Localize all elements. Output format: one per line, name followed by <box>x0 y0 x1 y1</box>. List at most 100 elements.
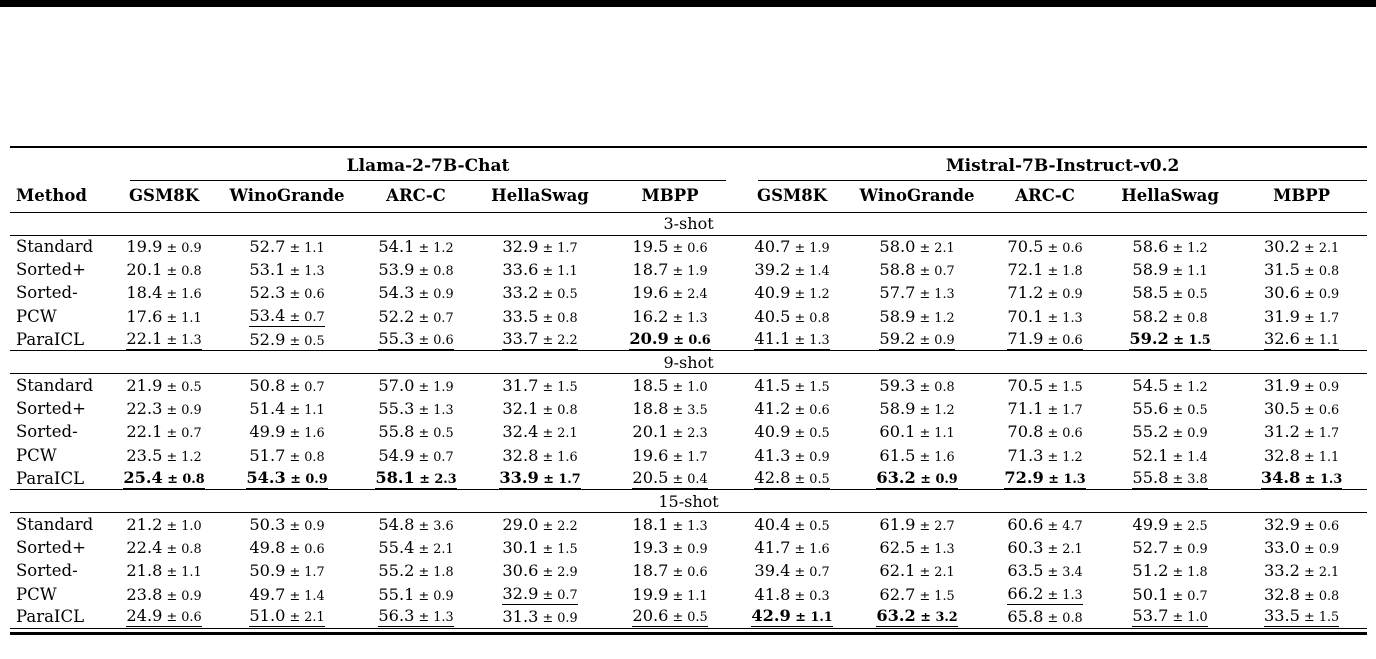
metric-value: 54.8 ± 3.6 <box>378 515 454 535</box>
metric-cell: 31.7 ± 1.5 <box>476 374 604 397</box>
metric-cell: 18.7 ± 0.6 <box>604 559 736 582</box>
metric-value: 55.1 ± 0.9 <box>378 584 454 604</box>
metric-value: 60.6 ± 4.7 <box>1007 515 1083 535</box>
method-cell: PCW <box>16 306 57 326</box>
metric-cell: 54.3 ± 0.9 <box>356 281 476 304</box>
metric-cell: 23.8 ± 0.9 <box>110 582 218 605</box>
metric-cell: 22.1 ± 1.3 <box>110 328 218 351</box>
method-cell: ParaICL <box>16 468 85 488</box>
metric-value: 32.8 ± 1.1 <box>1263 445 1340 465</box>
metric-value: 53.1 ± 1.3 <box>249 260 325 280</box>
page-top-rule <box>0 0 1376 7</box>
column-header-row: Method GSM8K WinoGrande ARC-C HellaSwag … <box>10 181 1367 212</box>
metric-cell: 50.1 ± 0.7 <box>1104 582 1236 605</box>
method-cell: Sorted- <box>16 422 78 442</box>
metric-cell: 32.9 ± 0.7 <box>476 582 604 605</box>
metric-cell: 41.7 ± 1.6 <box>736 536 848 559</box>
metric-value: 66.2 ± 1.3 <box>1007 585 1083 605</box>
metric-value: 70.1 ± 1.3 <box>1007 306 1083 326</box>
metric-value: 54.3 ± 0.9 <box>246 469 328 489</box>
metric-value: 55.3 ± 0.6 <box>378 330 454 350</box>
metric-cell: 32.8 ± 1.6 <box>476 444 604 467</box>
metric-cell: 71.2 ± 0.9 <box>986 281 1104 304</box>
metric-value: 39.4 ± 0.7 <box>754 561 830 581</box>
metric-value: 57.7 ± 1.3 <box>879 283 955 303</box>
metric-cell: 58.8 ± 0.7 <box>848 258 986 281</box>
metric-value: 41.7 ± 1.6 <box>754 538 830 558</box>
metric-cell: 33.9 ± 1.7 <box>476 467 604 490</box>
metric-value: 55.2 ± 1.8 <box>378 561 454 581</box>
metric-value: 41.3 ± 0.9 <box>754 445 830 465</box>
metric-cell: 41.2 ± 0.6 <box>736 397 848 420</box>
metric-cell: 31.9 ± 1.7 <box>1236 305 1367 328</box>
method-cell: PCW <box>16 445 57 465</box>
metric-value: 71.3 ± 1.2 <box>1007 445 1083 465</box>
table-bottom-rule <box>10 632 1367 635</box>
metric-cell: 18.5 ± 1.0 <box>604 374 736 397</box>
metric-value: 58.1 ± 2.3 <box>375 469 457 489</box>
metric-value: 50.8 ± 0.7 <box>249 376 325 396</box>
metric-cell: 63.2 ± 3.2 <box>848 606 986 629</box>
metric-cell: 55.2 ± 0.9 <box>1104 420 1236 443</box>
metric-cell: 54.5 ± 1.2 <box>1104 374 1236 397</box>
metric-value: 40.9 ± 1.2 <box>754 283 830 303</box>
metric-value: 42.9 ± 1.1 <box>751 608 833 628</box>
metric-cell: 33.6 ± 1.1 <box>476 258 604 281</box>
metric-value: 72.1 ± 1.8 <box>1007 260 1083 280</box>
metric-value: 51.2 ± 1.8 <box>1132 561 1208 581</box>
metric-value: 32.8 ± 1.6 <box>502 445 578 465</box>
metric-value: 55.6 ± 0.5 <box>1132 399 1208 419</box>
metric-value: 54.3 ± 0.9 <box>378 283 454 303</box>
metric-value: 33.5 ± 1.5 <box>1263 608 1340 628</box>
metric-value: 72.9 ± 1.3 <box>1004 469 1086 489</box>
metric-value: 58.6 ± 1.2 <box>1132 237 1208 257</box>
table-row: ParaICL 22.1 ± 1.3 52.9 ± 0.5 55.3 ± 0.6 33.… <box>10 328 1367 351</box>
metric-value: 32.4 ± 2.1 <box>502 422 578 442</box>
column-header-mistral-hellaswag: HellaSwag <box>1121 186 1219 206</box>
metric-cell: 20.9 ± 0.6 <box>604 328 736 351</box>
column-header-llama-winogrande: WinoGrande <box>229 186 345 206</box>
metric-value: 59.3 ± 0.8 <box>879 376 955 396</box>
metric-cell: 60.3 ± 2.1 <box>986 536 1104 559</box>
results-table: Llama-2-7B-Chat Mistral-7B-Instruct-v0.2… <box>10 146 1368 630</box>
group-header-spacer <box>10 147 110 181</box>
metric-cell: 42.8 ± 0.5 <box>736 467 848 490</box>
metric-value: 70.5 ± 1.5 <box>1007 376 1083 396</box>
metric-cell: 54.9 ± 0.7 <box>356 444 476 467</box>
metric-cell: 19.9 ± 0.9 <box>110 235 218 258</box>
metric-value: 62.1 ± 2.1 <box>879 561 955 581</box>
metric-cell: 30.1 ± 1.5 <box>476 536 604 559</box>
metric-value: 20.6 ± 0.5 <box>632 608 708 628</box>
method-cell: Sorted+ <box>16 260 86 280</box>
metric-cell: 56.3 ± 1.3 <box>356 606 476 629</box>
metric-value: 41.1 ± 1.3 <box>754 330 830 350</box>
column-header-llama-hellaswag: HellaSwag <box>491 186 589 206</box>
metric-value: 55.2 ± 0.9 <box>1132 422 1208 442</box>
metric-value: 32.1 ± 0.8 <box>502 399 578 419</box>
metric-value: 33.6 ± 1.1 <box>502 260 578 280</box>
metric-cell: 22.1 ± 0.7 <box>110 420 218 443</box>
metric-cell: 70.8 ± 0.6 <box>986 420 1104 443</box>
metric-value: 16.2 ± 1.3 <box>632 306 708 326</box>
metric-value: 51.0 ± 2.1 <box>249 608 325 628</box>
group-header-mistral: Mistral-7B-Instruct-v0.2 <box>736 147 1368 181</box>
metric-cell: 58.5 ± 0.5 <box>1104 281 1236 304</box>
metric-cell: 33.7 ± 2.2 <box>476 328 604 351</box>
metric-cell: 33.5 ± 1.5 <box>1236 606 1367 629</box>
metric-value: 58.9 ± 1.2 <box>879 399 955 419</box>
metric-cell: 21.2 ± 1.0 <box>110 513 218 536</box>
metric-value: 22.4 ± 0.8 <box>126 538 202 558</box>
metric-cell: 33.0 ± 0.9 <box>1236 536 1367 559</box>
metric-cell: 53.9 ± 0.8 <box>356 258 476 281</box>
metric-cell: 42.9 ± 1.1 <box>736 606 848 629</box>
metric-cell: 30.2 ± 2.1 <box>1236 235 1367 258</box>
metric-cell: 52.2 ± 0.7 <box>356 305 476 328</box>
metric-cell: 19.9 ± 1.1 <box>604 582 736 605</box>
metric-cell: 65.8 ± 0.8 <box>986 606 1104 629</box>
metric-value: 18.1 ± 1.3 <box>632 515 708 535</box>
column-header-llama-mbpp: MBPP <box>641 186 699 206</box>
metric-value: 62.7 ± 1.5 <box>879 584 955 604</box>
metric-cell: 20.5 ± 0.4 <box>604 467 736 490</box>
metric-cell: 63.2 ± 0.9 <box>848 467 986 490</box>
metric-cell: 32.9 ± 1.7 <box>476 235 604 258</box>
